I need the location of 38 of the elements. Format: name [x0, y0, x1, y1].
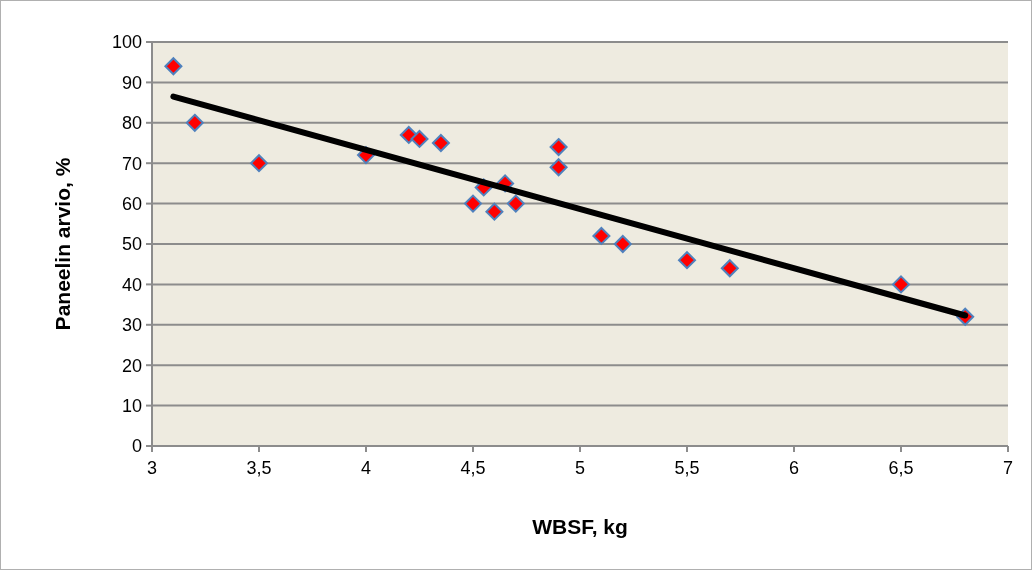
point: [678, 251, 696, 270]
x-axis-title: WBSF, kg: [532, 515, 628, 538]
y-tick-label: 70: [121, 153, 142, 174]
y-tick-label: 50: [121, 234, 142, 255]
point: [410, 129, 429, 148]
y-tick-label: 100: [111, 32, 142, 53]
point: [592, 226, 611, 245]
point: [892, 275, 910, 294]
point: [185, 113, 204, 132]
point: [399, 125, 418, 144]
point: [613, 235, 632, 253]
y-tick-label: 20: [121, 355, 142, 376]
y-tick-label: 90: [121, 72, 142, 93]
point: [250, 154, 268, 173]
y-tick-label: 10: [121, 395, 142, 416]
x-tick-label: 5: [574, 458, 586, 478]
x-tick-label: 6: [788, 458, 800, 478]
x-tick-label: 7: [1002, 458, 1014, 478]
x-tick-label: 4,5: [460, 458, 486, 478]
x-tick-label: 4: [360, 458, 372, 478]
y-tick-label: 0: [131, 436, 142, 457]
x-tick-label: 6,5: [888, 458, 914, 478]
point: [506, 194, 525, 213]
point: [164, 57, 183, 76]
point: [549, 158, 568, 177]
x-tick-label: 3: [146, 458, 158, 478]
point: [720, 259, 739, 278]
y-axis-title: Paneelin arvio, %: [51, 157, 74, 331]
point: [485, 202, 504, 221]
point: [549, 138, 568, 157]
y-tick-label: 80: [121, 113, 142, 134]
y-tick-label: 60: [121, 193, 142, 214]
point: [431, 134, 450, 152]
point: [464, 194, 482, 213]
y-tick-label: 30: [121, 315, 142, 336]
x-tick-label: 5,5: [674, 458, 700, 478]
x-tick-label: 3,5: [246, 458, 272, 478]
y-tick-label: 40: [121, 274, 142, 295]
